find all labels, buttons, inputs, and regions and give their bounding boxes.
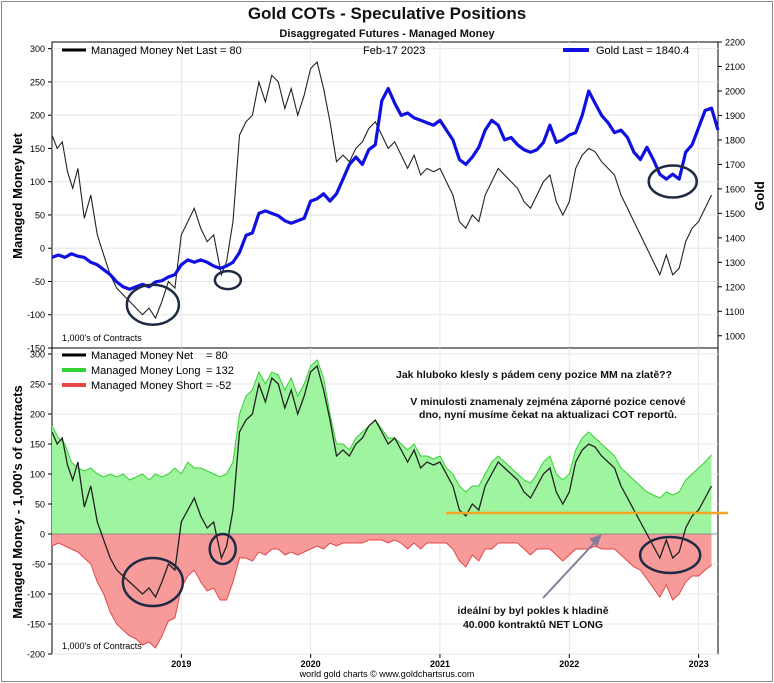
annotation-ideal-2: 40.000 kontraktů NET LONG: [463, 619, 603, 631]
top-y-tick-label: 50: [35, 210, 45, 220]
top-y-tick-label: 200: [30, 111, 45, 121]
highlight-ellipse-top: [125, 283, 181, 327]
top-y-tick-label: 250: [30, 77, 45, 87]
bottom-y-tick-label: 100: [30, 470, 45, 480]
top-y2-tick-label: 2200: [725, 38, 745, 48]
highlight-ellipse-bottom: [638, 535, 702, 575]
chart-title: Gold COTs - Speculative Positions: [247, 4, 527, 23]
top-plot-area: [51, 41, 719, 349]
x-tick-label: 2020: [301, 659, 321, 669]
top-y2-ticks: 1000 1100 1200 1300 1400 1500 1600 1700 1800 1900…: [718, 38, 745, 341]
mm-long-line: [51, 359, 712, 499]
bottom-annotations: [446, 511, 728, 599]
top-y2-tick-label: 2000: [725, 86, 745, 96]
top-y2-tick-label: 1500: [725, 209, 745, 219]
bottom-y-tick-label: 50: [35, 500, 45, 510]
legend-date: Feb-17 2023: [363, 45, 425, 57]
legend-mm-long-name: Managed Money Long: [91, 365, 200, 377]
legend-mm-net-name: Managed Money Net: [91, 350, 193, 362]
bottom-y-tick-label: 150: [30, 440, 45, 450]
annotation-ideal-1: ideální by byl pokles k hladině: [457, 605, 608, 617]
bottom-y-tick-label: 300: [30, 350, 45, 360]
top-y2-tick-label: 1200: [725, 282, 745, 292]
top-y2-tick-label: 1100: [725, 307, 744, 317]
annotation-question: Jak hluboko klesly s pádem ceny pozice M…: [396, 369, 672, 381]
top-y2-tick-label: 1700: [725, 160, 745, 170]
top-y-tick-label: 0: [40, 244, 45, 254]
highlight-ellipse-bottom: [208, 532, 237, 566]
top-y2-tick-label: 1600: [725, 184, 745, 194]
top-y2-tick-label: 1900: [725, 111, 745, 121]
bottom-y-tick-label: -200: [27, 650, 45, 660]
mm-short-line: [51, 539, 712, 649]
legend-mm-short-name: Managed Money Short: [91, 380, 202, 392]
bottom-y-axis-label: Managed Money - 1,000's of contracts: [10, 385, 25, 619]
pointer-arrow-head: [589, 534, 602, 547]
bottom-y-tick-label: 0: [40, 530, 45, 540]
pointer-arrow-shaft: [542, 539, 598, 599]
chart-subtitle: Disaggregated Futures - Managed Money: [279, 28, 495, 40]
bottom-y-ticks: -200 -150 -100 -50 0 50 100 150 200 250 300: [27, 350, 52, 660]
top-y-tick-label: -100: [27, 310, 45, 320]
top-y-tick-label: -50: [32, 277, 45, 287]
mm-net-line: [51, 364, 713, 599]
legend-mm-long-last: = 132: [206, 365, 234, 377]
bottom-x-ticks: 2019 2020 2021 2022 2023: [171, 654, 709, 669]
bottom-y-tick-label: 200: [30, 410, 45, 420]
legend-mm-short-last: = -52: [206, 380, 231, 392]
bottom-y-tick-label: -150: [27, 620, 45, 630]
bottom-ellipses: [121, 532, 702, 608]
mm-net-line-top: [51, 60, 712, 320]
top-y2-tick-label: 1400: [725, 233, 745, 243]
top-y2-tick-label: 1000: [725, 331, 745, 341]
top-units-note: 1,000's of Contracts: [62, 333, 142, 343]
legend-mm-net-top: Managed Money Net Last = 80: [91, 45, 242, 57]
top-y-tick-label: 300: [30, 44, 45, 54]
bottom-y-tick-label: -100: [27, 590, 45, 600]
top-y-axis-label: Managed Money Net: [10, 132, 25, 258]
x-tick-label: 2023: [689, 659, 709, 669]
top-series: [51, 60, 720, 320]
footer-credit: world gold charts © www.goldchartsrus.co…: [299, 669, 475, 679]
bottom-units-note: 1,000's of Contracts: [62, 641, 142, 651]
x-tick-label: 2021: [430, 659, 450, 669]
top-ellipses: [125, 164, 698, 327]
x-tick-label: 2022: [559, 659, 579, 669]
top-y-tick-label: 150: [30, 144, 45, 154]
legend-mm-net-last: = 80: [206, 350, 228, 362]
top-y2-tick-label: 2100: [725, 62, 745, 72]
legend-gold: Gold Last = 1840.4: [596, 45, 689, 57]
bottom-y-tick-label: -50: [32, 560, 45, 570]
annotation-note-1: V minulosti znamenaly zejména záporné po…: [410, 396, 686, 408]
highlight-ellipse-top: [213, 269, 243, 291]
top-y-ticks: -150 -100 -50 0 50 100 150 200 250 300: [27, 44, 52, 354]
top-y2-tick-label: 1300: [725, 258, 745, 268]
highlight-ellipse-top: [647, 164, 698, 199]
top-y-tick-label: -150: [27, 344, 45, 354]
top-y2-axis-label: Gold: [752, 181, 767, 211]
gold-price-line: [51, 86, 720, 291]
highlight-ellipse-bottom: [121, 556, 185, 608]
x-tick-label: 2019: [171, 659, 191, 669]
mm-long-area: [52, 360, 712, 534]
bottom-y-tick-label: 250: [30, 380, 45, 390]
top-y2-tick-label: 1800: [725, 135, 745, 145]
top-y-tick-label: 100: [30, 177, 45, 187]
annotation-note-2: dno, nyní musíme čekat na aktualizaci CO…: [419, 409, 677, 421]
